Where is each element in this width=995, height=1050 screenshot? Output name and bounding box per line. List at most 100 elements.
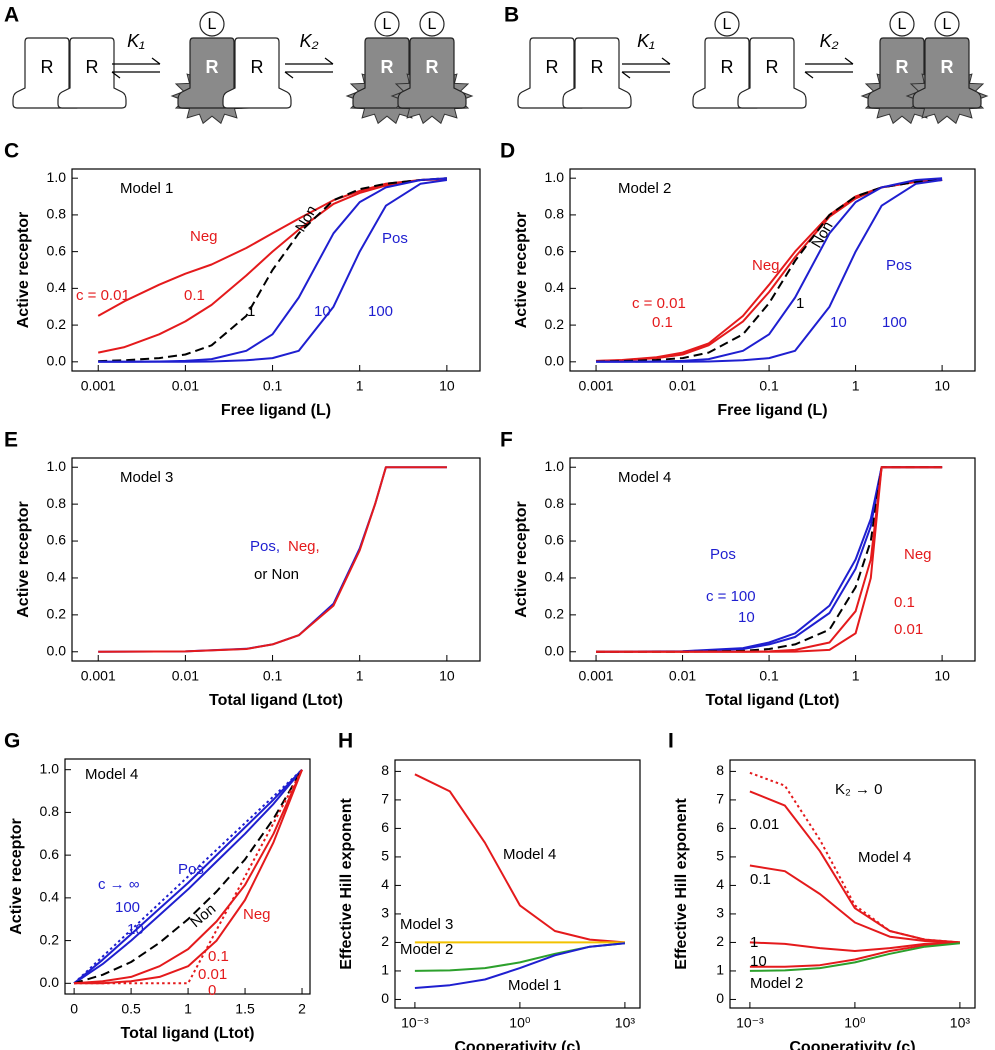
panel-label: B [504, 4, 519, 27]
y-tick-label: 0.4 [47, 279, 67, 295]
y-tick-label: 0.2 [40, 931, 60, 947]
series-line [98, 466, 447, 653]
series-line [749, 942, 960, 972]
x-tick-label: 0.01 [669, 668, 696, 684]
ligand [714, 11, 740, 37]
annotation: 100 [882, 314, 907, 331]
y-tick-label: 1.0 [40, 760, 60, 776]
y-axis-label: Effective Hill exponent [673, 798, 690, 970]
y-tick-label: 1 [716, 962, 724, 978]
annotation: Non [292, 203, 320, 235]
x-tick-label: 0.5 [121, 1001, 141, 1017]
series-line [596, 179, 943, 363]
x-tick-label: 2 [298, 1001, 306, 1017]
chart: I 10⁻³ 10⁰ 10³ 0 1 2 3 4 5 6 7 8 K₂ → 0 0.01 Model 4 0.1… [668, 730, 976, 1050]
y-tick-label: 0.6 [40, 846, 60, 862]
annotation: 0.01 [750, 816, 779, 833]
x-tick-label: 1.5 [235, 1001, 255, 1017]
panel-label: G [4, 730, 20, 753]
y-tick-label: 0.4 [545, 279, 565, 295]
rate-constant: K₁ [127, 31, 145, 51]
arrow-head [804, 71, 814, 79]
ligand-label: L [723, 16, 732, 33]
series-line [595, 179, 943, 363]
series-line [98, 466, 447, 653]
series-line [414, 773, 625, 944]
annotation: 1 [247, 303, 255, 320]
annotation: c = 0.01 [76, 287, 130, 304]
annotation: c → ∞ [98, 876, 140, 893]
y-tick-label: 5 [716, 848, 724, 864]
annotation: Neg, [288, 538, 320, 555]
annotation: 10 [314, 303, 331, 320]
rate-constant: K₁ [637, 31, 655, 51]
x-tick-label: 0.1 [759, 378, 779, 394]
x-axis-label: Total ligand (Ltot) [209, 692, 343, 709]
x-tick-label: 1 [184, 1001, 192, 1017]
arrow-head [284, 71, 294, 79]
plot-frame [394, 759, 641, 1009]
x-tick-label: 1 [356, 668, 364, 684]
annotation: Neg [243, 906, 271, 923]
receptor-label: R [591, 57, 604, 77]
arrow-head [621, 71, 631, 79]
annotation: 100 [368, 303, 393, 320]
annotation: 0.1 [652, 314, 673, 331]
x-tick-label: 1 [852, 378, 860, 394]
annotation: 10 [750, 953, 767, 970]
panel-label: D [500, 140, 515, 163]
plot-frame [569, 457, 976, 662]
annotation: 10 [830, 314, 847, 331]
y-tick-label: 0 [381, 990, 389, 1006]
x-tick-label: 10⁻³ [401, 1015, 429, 1031]
x-axis-label: Free ligand (L) [717, 402, 827, 419]
y-tick-label: 0.6 [47, 532, 67, 548]
annotation: Pos [382, 230, 408, 247]
annotation: Model 1 [508, 977, 561, 994]
plot-frame [64, 758, 311, 995]
series-line [97, 178, 447, 317]
x-tick-label: 10⁰ [509, 1015, 531, 1031]
y-axis-label: Active receptor [15, 501, 32, 618]
annotation: 100 [115, 899, 140, 916]
annotation: Pos [886, 257, 912, 274]
annotation: or Non [254, 566, 299, 583]
series-line [98, 177, 447, 363]
annotation: Pos [710, 546, 736, 563]
annotation: 0.1 [208, 948, 229, 965]
receptor-label: R [41, 57, 54, 77]
series-line [98, 179, 448, 363]
y-tick-label: 5 [381, 848, 389, 864]
y-tick-label: 0.2 [47, 606, 67, 622]
series-line [596, 466, 943, 653]
plot-frame [569, 168, 976, 372]
x-tick-label: 0.01 [172, 378, 199, 394]
annotation: Model 2 [750, 975, 803, 992]
annotation: 0.01 [198, 966, 227, 983]
chart: H 10⁻³ 10⁰ 10³ 0 1 2 3 4 5 6 7 8 Model 4 Model 3 Model … [338, 730, 641, 1050]
annotation: Neg [752, 257, 780, 274]
receptor [397, 37, 467, 109]
ligand [934, 11, 960, 37]
receptor-label: R [721, 57, 734, 77]
arrow-head [844, 57, 854, 65]
panel-label: A [4, 4, 19, 27]
y-tick-label: 1 [381, 962, 389, 978]
annotation: Neg [190, 228, 218, 245]
series-line [74, 769, 303, 985]
x-tick-label: 0.01 [172, 668, 199, 684]
annotation: 1 [750, 934, 758, 951]
x-tick-label: 10³ [950, 1015, 971, 1031]
y-axis-label: Effective Hill exponent [338, 798, 355, 970]
y-tick-label: 1.0 [545, 169, 565, 185]
y-tick-label: 3 [716, 905, 724, 921]
x-tick-label: 10 [934, 668, 950, 684]
x-tick-label: 0.1 [263, 378, 283, 394]
panel-label: E [4, 429, 18, 452]
annotation: Model 2 [400, 941, 453, 958]
y-tick-label: 0.8 [40, 803, 60, 819]
annotation: Model 4 [503, 846, 556, 863]
y-tick-label: 0.2 [545, 606, 565, 622]
annotation: Non [187, 900, 219, 931]
annotation: Model 2 [618, 180, 671, 197]
